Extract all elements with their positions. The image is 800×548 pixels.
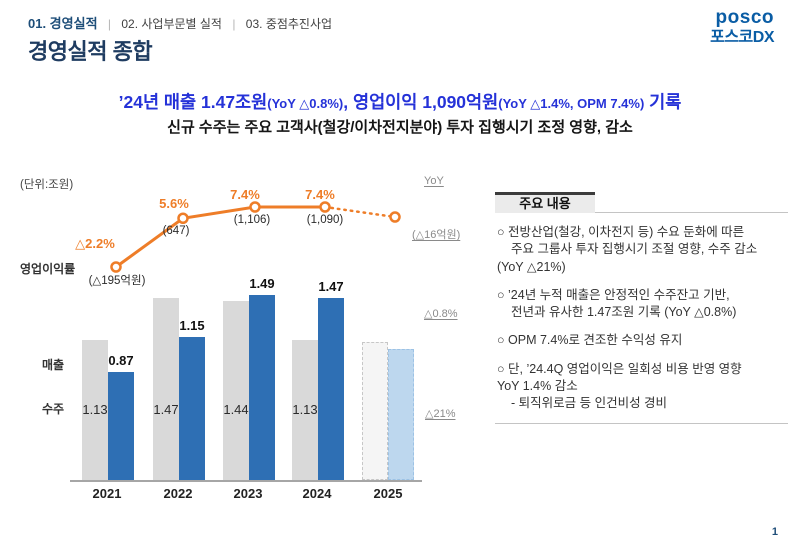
nav-separator: | xyxy=(232,17,236,31)
opm-amount-label-2023: (1,106) xyxy=(233,214,271,226)
orders-value-2024: 1.13 xyxy=(292,402,318,417)
revenue-bar-2025 xyxy=(388,349,414,480)
page-number: 1 xyxy=(771,526,778,538)
headline-segment: , 영업이익 1,090억원 xyxy=(343,92,499,112)
opm-point-2022 xyxy=(177,212,189,224)
line-series-label: 영업이익률 xyxy=(20,262,76,276)
key-point-line: ○ OPM 7.4%로 견조한 수익성 유지 xyxy=(497,333,683,348)
breadcrumb: 01. 경영실적 | 02. 사업부문별 실적 | 03. 중점추진사업 xyxy=(28,13,332,32)
revenue-bar-2023 xyxy=(249,295,275,480)
revenue-value-2021: 0.87 xyxy=(108,353,134,368)
page-title: 경영실적 종합 xyxy=(28,39,153,64)
logo-wordmark: posco xyxy=(715,7,774,28)
x-axis-label-2021: 2021 xyxy=(92,486,122,501)
nav-item-3: 03. 중점추진사업 xyxy=(245,17,333,31)
key-point-line: 전년과 유사한 1.47조원 기록 (YoY △0.8%) xyxy=(511,305,737,319)
unit-label: (단위:조원) xyxy=(20,179,74,191)
operating-profit-line xyxy=(110,201,401,273)
nav-item-current: 01. 경영실적 xyxy=(28,16,98,31)
panel-header: 주요 내용 xyxy=(495,192,788,213)
yoy-orders: △21% xyxy=(425,408,456,420)
key-point-4: ○ 단, ’24.4Q 영업이익은 일회성 비용 반영 영향 YoY 1.4% 감… xyxy=(497,361,788,413)
key-point-3: ○ OPM 7.4%로 견조한 수익성 유지 xyxy=(497,332,788,349)
opm-point-2021 xyxy=(110,261,122,273)
panel-title-tab: 주요 내용 xyxy=(495,192,595,213)
revenue-bar-2024 xyxy=(318,298,344,480)
key-point-line: YoY 1.4% 감소 xyxy=(497,378,578,393)
panel-bottom-rule xyxy=(495,423,788,425)
opm-point-2024 xyxy=(319,201,331,213)
x-axis-line xyxy=(70,480,422,482)
opm-amount-label-2022: (647) xyxy=(162,225,190,237)
revenue-bar-2021 xyxy=(108,372,134,480)
opm-pct-label-2022: 5.6% xyxy=(159,196,189,211)
x-axis-label-2025: 2025 xyxy=(373,486,403,501)
opm-point-2023 xyxy=(249,201,261,213)
nav-item-2: 02. 사업부문별 실적 xyxy=(121,17,222,31)
opm-pct-label-2023: 7.4% xyxy=(230,187,260,202)
key-point-line: ○ ’24년 누적 매출은 안정적인 수주잔고 기반, xyxy=(497,287,730,302)
nav-separator: | xyxy=(107,17,111,31)
key-point-line: ○ 전방산업(철강, 이차전지 등) 수요 둔화에 따른 xyxy=(497,225,745,239)
revenue-series-label: 매출 xyxy=(42,358,65,372)
yoy-column-header: YoY xyxy=(424,175,444,187)
key-point-line: (YoY △21%) xyxy=(497,259,566,274)
x-axis-label-2023: 2023 xyxy=(233,486,263,501)
revenue-value-2022: 1.15 xyxy=(179,318,205,333)
key-point-line: ○ 단, ’24.4Q 영업이익은 일회성 비용 반영 영향 xyxy=(497,361,742,376)
x-axis-label-2024: 2024 xyxy=(302,486,332,501)
x-axis-label-2022: 2022 xyxy=(163,486,193,501)
opm-amount-label-2024: (1,090) xyxy=(306,214,344,226)
orders-bar-2024 xyxy=(292,340,318,480)
yoy-revenue: △0.8% xyxy=(424,308,458,320)
orders-value-2021: 1.13 xyxy=(82,402,108,417)
orders-value-2022: 1.47 xyxy=(153,402,179,417)
results-chart: (단위:조원) YoY (△16억원) △0.8% △21% 영업이익률 매출 … xyxy=(0,160,470,520)
headline-subtitle: 신규 수주는 주요 고객사(철강/이차전지분야) 투자 집행시기 조정 영향, … xyxy=(167,119,633,136)
key-point-line: - 퇴직위로금 등 인건비성 경비 xyxy=(511,396,668,410)
opm-amount-label-2021: (△195억원) xyxy=(88,275,146,287)
opm-pct-label-2021: △2.2% xyxy=(75,236,115,251)
orders-bar-2021 xyxy=(82,340,108,480)
headline: ’24년 매출 1.47조원(YoY △0.8%), 영업이익 1,090억원(… xyxy=(0,89,800,114)
orders-bar-2022 xyxy=(153,298,179,480)
orders-bar-2025 xyxy=(362,342,388,480)
key-point-2: ○ ’24년 누적 매출은 안정적인 수주잔고 기반, 전년과 유사한 1.47조… xyxy=(497,287,788,322)
opm-pct-label-2024: 7.4% xyxy=(305,187,335,202)
revenue-value-2023: 1.49 xyxy=(249,276,275,291)
posco-dx-logo: posco 포스코DX xyxy=(710,7,774,46)
opm-point-2025 xyxy=(389,211,401,223)
headline-segment: ’24년 매출 1.47조원 xyxy=(118,92,268,112)
orders-value-2023: 1.44 xyxy=(223,402,249,417)
headline-segment: (YoY △0.8%) xyxy=(267,96,344,111)
revenue-bar-2022 xyxy=(179,337,205,480)
key-point-line: 주요 그룹사 투자 집행시기 조절 영향, 수주 감소 xyxy=(511,242,758,257)
orders-series-label: 수주 xyxy=(42,402,65,416)
headline-segment: 기록 xyxy=(644,92,682,112)
logo-korean: 포스코DX xyxy=(710,28,774,46)
orders-bar-2023 xyxy=(223,301,249,480)
headline-segment: (YoY △1.4%, OPM 7.4%) xyxy=(498,96,645,111)
yoy-operating-profit: (△16억원) xyxy=(412,229,461,241)
revenue-value-2024: 1.47 xyxy=(318,279,344,294)
